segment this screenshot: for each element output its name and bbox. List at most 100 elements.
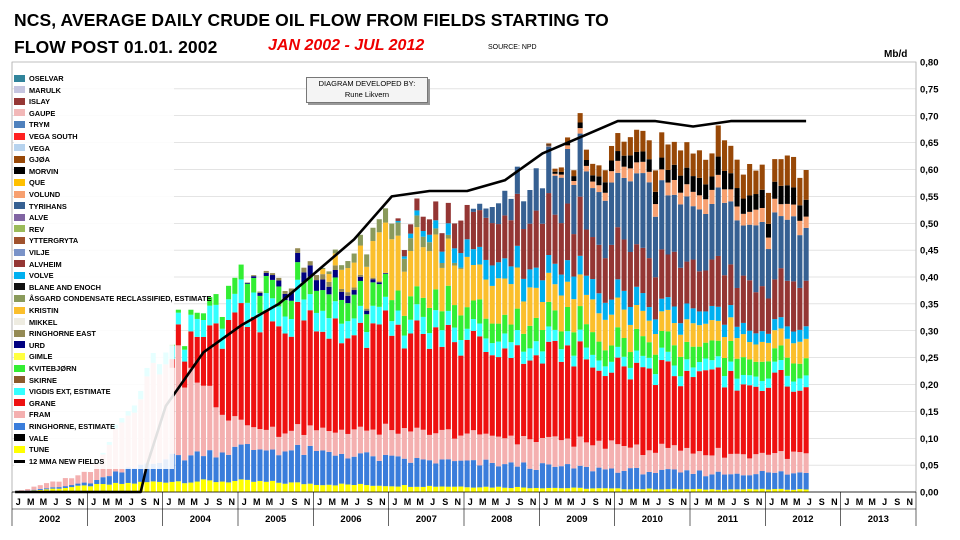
bar-segment — [326, 451, 332, 485]
bar-segment — [703, 455, 709, 477]
bar-segment — [615, 160, 621, 173]
legend-label: KVITEBJØRN — [29, 364, 77, 373]
x-tick-label-month: S — [593, 497, 599, 507]
x-tick-label-month: J — [468, 497, 473, 507]
bar-segment — [50, 488, 56, 492]
x-tick-label-month: M — [705, 497, 713, 507]
bar-segment — [759, 471, 765, 489]
bar-segment — [646, 450, 652, 472]
bar-segment — [678, 489, 684, 492]
bar-segment — [671, 488, 677, 492]
bar-segment — [94, 463, 100, 480]
bar-segment — [477, 299, 483, 324]
bar-segment — [364, 430, 370, 453]
bar-segment — [665, 489, 671, 492]
bar-segment — [226, 299, 232, 320]
bar-segment — [646, 357, 652, 369]
bar-segment — [370, 456, 376, 486]
bar-segment — [684, 184, 690, 197]
bar-segment — [213, 407, 219, 458]
bar-segment — [608, 299, 615, 315]
bar-segment — [470, 330, 476, 431]
legend-label: MARULK — [29, 85, 62, 95]
x-tick-label-month: J — [53, 497, 58, 507]
bar-segment — [464, 239, 470, 257]
bar-segment — [408, 224, 414, 234]
bar-segment — [470, 460, 476, 488]
bar-segment — [759, 331, 765, 342]
bar-segment — [439, 429, 445, 460]
legend-swatch — [14, 434, 25, 442]
bar-segment — [678, 472, 684, 490]
legend-item: TYRIHANS — [14, 201, 67, 212]
bar-segment — [678, 356, 684, 377]
bar-segment — [608, 488, 615, 492]
x-tick-label-month: M — [328, 497, 336, 507]
bar-segment — [728, 201, 734, 265]
bar-segment — [596, 185, 602, 193]
bar-segment — [320, 310, 326, 332]
bar-segment — [326, 431, 332, 452]
bar-segment — [665, 447, 671, 470]
bar-segment — [646, 368, 652, 451]
bar-segment — [426, 251, 433, 308]
bar-segment — [213, 304, 219, 324]
x-tick-label-month: M — [780, 497, 788, 507]
bar-segment — [213, 323, 219, 408]
y-tick-label: 0,35 — [920, 299, 939, 310]
bar-segment — [370, 485, 376, 492]
x-tick-label-month: N — [379, 497, 386, 507]
bar-segment — [583, 275, 589, 295]
bar-segment — [640, 367, 646, 456]
y-tick-label: 0,80 — [920, 58, 939, 69]
bar-segment — [382, 208, 389, 223]
bar-segment — [508, 198, 514, 221]
bar-segment — [602, 182, 608, 193]
bar-segment — [709, 369, 715, 456]
bar-segment — [263, 270, 269, 273]
bar-segment — [207, 305, 213, 326]
bar-segment — [483, 217, 489, 260]
bar-segment — [219, 348, 225, 415]
bar-segment — [728, 370, 734, 454]
legend-swatch — [14, 190, 25, 198]
bar-segment — [251, 449, 257, 482]
bar-segment — [382, 454, 389, 487]
bar-segment — [25, 489, 31, 491]
bar-segment — [753, 344, 759, 362]
x-tick-label-month: J — [807, 497, 812, 507]
legend-label: VOLUND — [29, 190, 61, 199]
bar-segment — [175, 481, 181, 492]
bar-segment — [583, 359, 589, 443]
bar-segment — [652, 334, 659, 355]
bar-segment — [765, 361, 772, 379]
bar-segment — [433, 327, 439, 434]
legend-swatch — [14, 167, 25, 175]
bar-segment — [558, 174, 564, 178]
bar-segment — [188, 314, 194, 332]
x-tick-label-year: 2007 — [416, 514, 437, 525]
bar-segment — [558, 274, 564, 296]
bar-segment — [307, 261, 313, 266]
bar-segment — [652, 374, 659, 386]
bar-segment — [326, 271, 332, 275]
bar-segment — [652, 489, 659, 492]
bar-segment — [521, 301, 527, 334]
bar-segment — [357, 483, 363, 492]
bar-segment — [445, 429, 451, 460]
bar-segment — [502, 348, 508, 439]
bar-segment — [558, 295, 564, 332]
y-tick-label: 0,60 — [920, 165, 939, 176]
bar-segment — [784, 375, 790, 387]
bar-segment — [615, 346, 621, 358]
legend-swatch — [14, 410, 25, 418]
bar-segment — [376, 324, 382, 435]
bar-segment — [31, 486, 37, 490]
bar-segment — [571, 446, 577, 469]
legend-item: VILJE — [14, 247, 50, 258]
bar-segment — [533, 355, 539, 443]
bar-segment — [420, 216, 426, 232]
bar-segment — [351, 484, 357, 492]
bar-segment — [759, 207, 765, 222]
bar-segment — [583, 229, 589, 276]
